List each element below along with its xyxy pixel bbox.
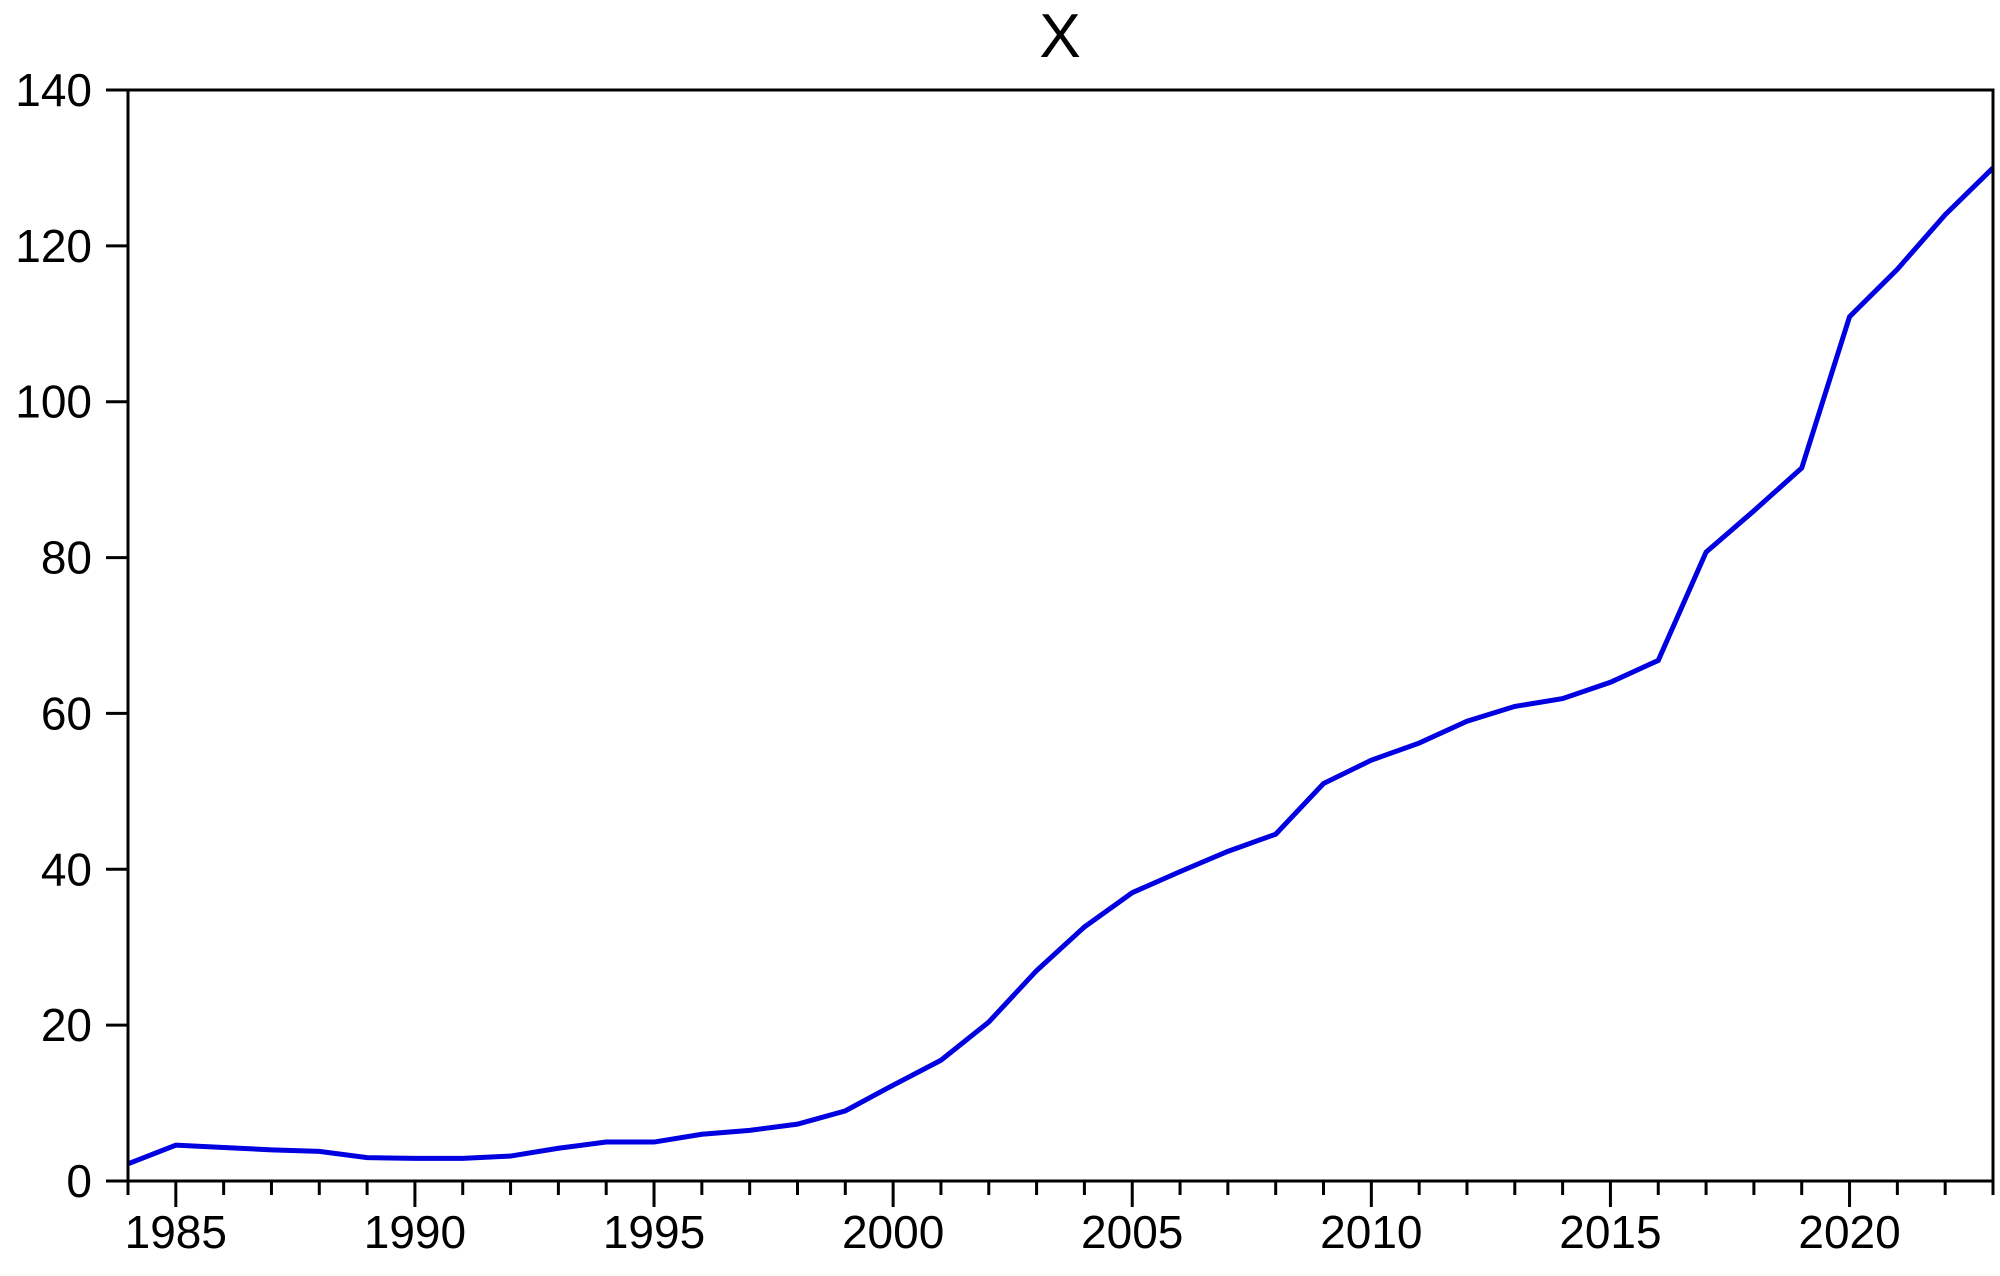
x-tick-label: 2020	[1798, 1206, 1900, 1258]
x-tick-label: 2000	[842, 1206, 944, 1258]
x-tick-label: 2005	[1081, 1206, 1183, 1258]
plot-frame	[126, 88, 1995, 1183]
x-tick-label: 1990	[364, 1206, 466, 1258]
y-axis: 0 20 40 60 80 100 120 140	[15, 64, 128, 1207]
y-tick-label: 40	[41, 843, 92, 895]
y-tick-label: 20	[41, 999, 92, 1051]
chart-title: X	[1039, 2, 1080, 71]
y-tick-label: 80	[41, 532, 92, 584]
x-tick-label: 1995	[603, 1206, 705, 1258]
series-polyline	[127, 166, 1995, 1167]
x-tick-label: 2015	[1559, 1206, 1661, 1258]
x-tick-label: 1985	[125, 1206, 227, 1258]
y-tick-label: 100	[15, 376, 92, 428]
data-series	[127, 166, 1995, 1167]
y-tick-label: 0	[66, 1155, 92, 1207]
x-tick-label: 2010	[1320, 1206, 1422, 1258]
y-tick-label: 140	[15, 64, 92, 116]
y-tick-label: 120	[15, 220, 92, 272]
x-axis: 1985 1990 1995 2000 2005 2010 2015 2020	[125, 1181, 1995, 1258]
y-tick-label: 60	[41, 687, 92, 739]
